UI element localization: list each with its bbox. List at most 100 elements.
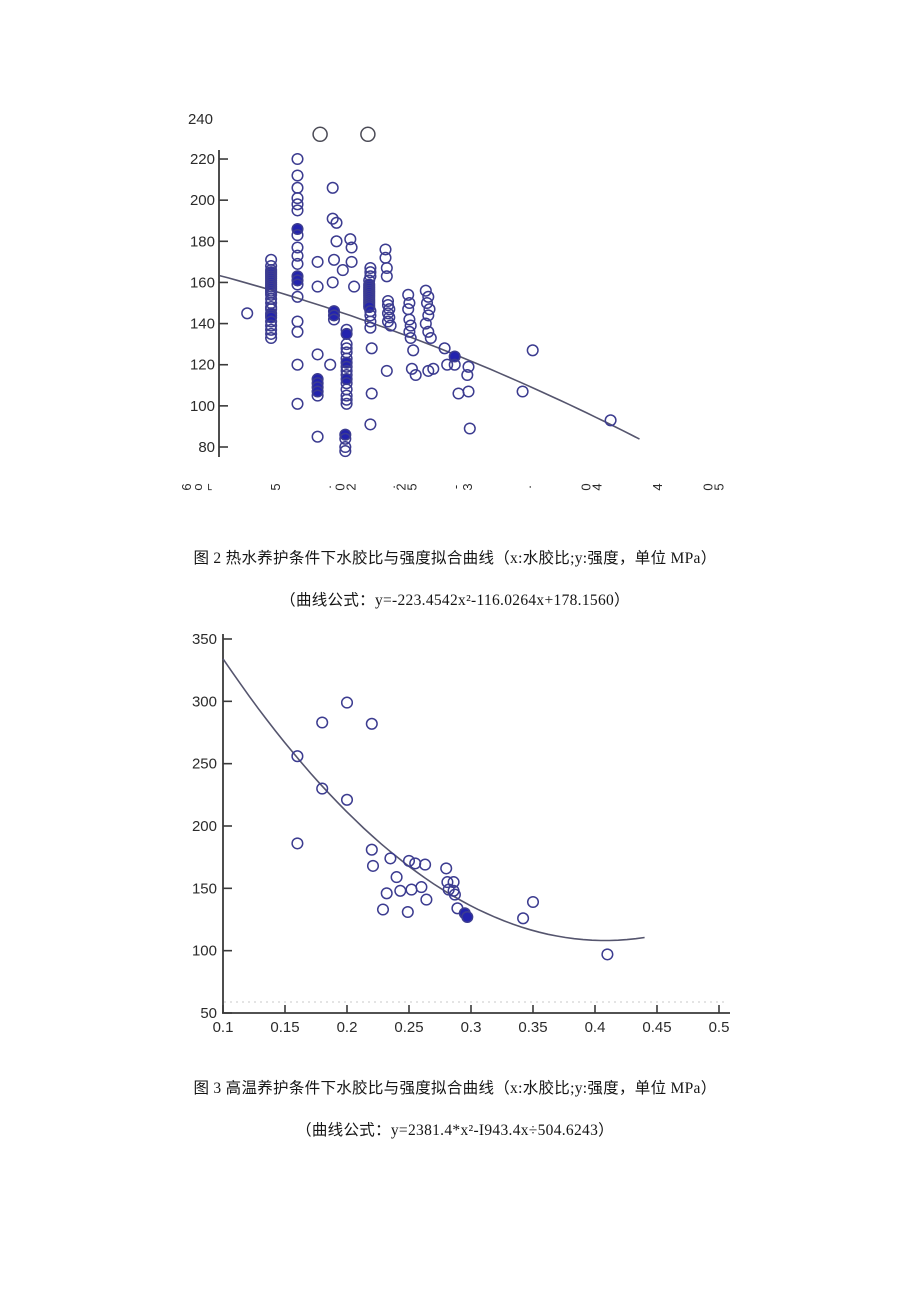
- scatter-point: [339, 445, 352, 458]
- scatter-point: [407, 344, 420, 357]
- x-tick-label-rotated: 4: [650, 483, 665, 490]
- x-tick-label-rotated: 5: [268, 483, 283, 490]
- scatter-point: [291, 750, 304, 763]
- fit-curve: [222, 658, 645, 942]
- scatter-point: [327, 313, 341, 326]
- scatter-point: [311, 389, 324, 402]
- scatter-point: [291, 249, 304, 262]
- scatter-point: [345, 241, 358, 254]
- x-tick-label: 0.15: [270, 1019, 299, 1036]
- scatter-point: [403, 296, 416, 310]
- x-tick-label: 0.35: [518, 1019, 547, 1036]
- scatter-point: [380, 270, 393, 283]
- scatter-point: [402, 288, 415, 301]
- scatter-point: [291, 325, 304, 338]
- scatter-point: [424, 331, 437, 345]
- scatter-point: [291, 169, 304, 182]
- scatter-point: [241, 307, 254, 320]
- scatter-point: [462, 360, 475, 373]
- y-tick-label: 200: [190, 192, 215, 209]
- scatter-point: [376, 903, 390, 916]
- scatter-point: [441, 876, 454, 889]
- scatter-point: [448, 358, 461, 371]
- scatter-point: [291, 274, 304, 287]
- scatter-point: [422, 309, 435, 322]
- scatter-point: [441, 358, 454, 371]
- x-tick-label-rotated: 4: [590, 483, 605, 490]
- scatter-point: [366, 859, 380, 872]
- scatter-point: [291, 192, 304, 205]
- scatter-point: [316, 782, 329, 795]
- y-tick-label: 180: [190, 233, 215, 250]
- scatter-point: [364, 266, 377, 279]
- x-tick-label-rotated: ⌐: [201, 483, 216, 491]
- scatter-point: [265, 315, 278, 328]
- scatter-point: [340, 793, 354, 806]
- x-tick-label-rotated: ·: [522, 485, 537, 489]
- scatter-point: [419, 317, 432, 330]
- scatter-point: [291, 229, 304, 242]
- scatter-point: [526, 895, 540, 909]
- x-tick-label-rotated: 6: [179, 483, 194, 490]
- x-tick-label-rotated: o: [190, 483, 205, 490]
- figure3-formula: （曲线公式：y=2381.4*x²-I943.4x÷504.6243）: [296, 1122, 614, 1139]
- y-tick-label: 140: [190, 316, 215, 333]
- scatter-point: [402, 303, 415, 316]
- x-tick-label-rotated: 2: [344, 483, 359, 490]
- scatter-point: [360, 126, 376, 143]
- scatter-point: [340, 389, 353, 402]
- scatter-point: [423, 303, 436, 316]
- y-tick-label: 80: [198, 439, 215, 456]
- scatter-point: [365, 387, 378, 400]
- y-tick-label: 150: [192, 880, 217, 897]
- scatter-point: [340, 356, 353, 369]
- scatter-point: [291, 397, 304, 410]
- scatter-point: [405, 362, 418, 375]
- scatter-point: [516, 385, 529, 398]
- scatter-point: [345, 255, 358, 268]
- scatter-point: [340, 360, 353, 373]
- scatter-point: [326, 276, 339, 289]
- y-tick-label: 220: [190, 151, 215, 168]
- x-tick-label-rotated: ·: [386, 485, 401, 489]
- scatter-point: [291, 222, 304, 236]
- x-tick-label-rotated: ·: [322, 485, 337, 489]
- y-tick-label: 100: [192, 943, 217, 960]
- scatter-point: [339, 428, 352, 441]
- scatter-point: [336, 264, 349, 277]
- scatter-point: [379, 243, 392, 256]
- scatter-point: [420, 296, 434, 310]
- scatter-point: [422, 290, 435, 303]
- scatter-point: [364, 321, 377, 334]
- scatter-point: [394, 884, 407, 897]
- x-tick-label: 0.4: [585, 1019, 606, 1036]
- scatter-point: [448, 888, 461, 901]
- scatter-point: [265, 319, 278, 332]
- x-tick-label: 0.1: [213, 1019, 234, 1036]
- x-tick-label-rotated: 5: [405, 483, 420, 490]
- scatter-point: [381, 294, 395, 308]
- scatter-point: [330, 216, 343, 229]
- scatter-point: [364, 418, 377, 431]
- y-tick-label: 300: [192, 693, 217, 710]
- scatter-point: [365, 843, 378, 856]
- scatter-point: [415, 881, 428, 894]
- scatter-point: [422, 364, 435, 377]
- scatter-point: [340, 397, 353, 410]
- scatter-point: [402, 854, 416, 867]
- figure3-scatter-plot: 50 100 150 200 250 300 350 0.1 0.15 0.2 0.25 0.3 0.3…: [192, 631, 730, 1036]
- scatter-point: [312, 126, 328, 143]
- y-tick-label: 350: [192, 631, 217, 648]
- scatter-point: [265, 288, 278, 301]
- y-tick-label: 50: [200, 1005, 217, 1022]
- scatter-point: [380, 887, 393, 900]
- scatter-point: [311, 385, 324, 398]
- scatter-point: [380, 364, 393, 377]
- scatter-point: [462, 385, 475, 398]
- x-tick-label: 0.25: [394, 1019, 423, 1036]
- x-tick-label: 0.3: [461, 1019, 482, 1036]
- scatter-point: [526, 344, 539, 357]
- figure3-caption: 图 3 高温养护条件下水胶比与强度拟合曲线（x:水胶比;y:强度，单位 MPa）: [193, 1080, 717, 1097]
